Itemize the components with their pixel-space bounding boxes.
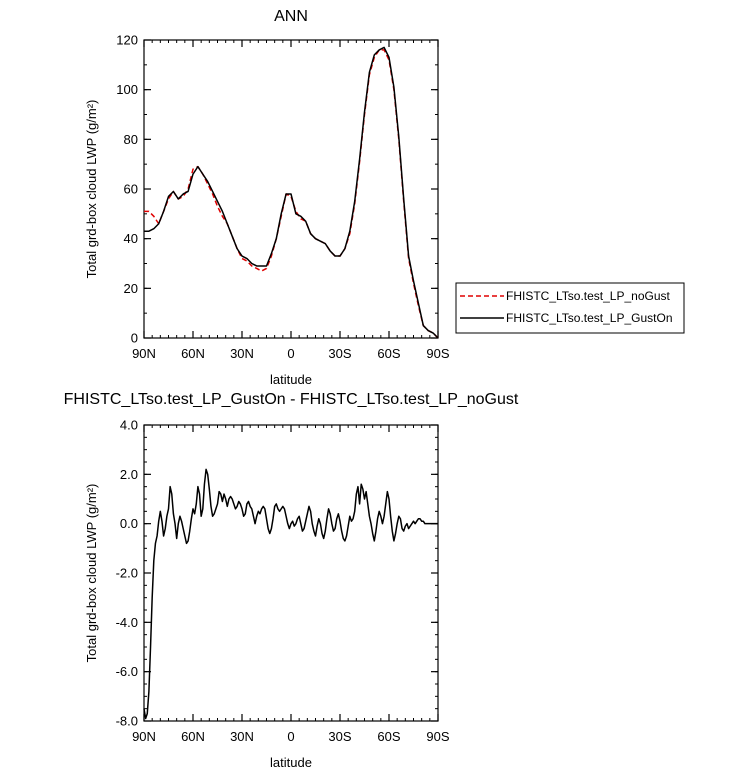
- legend-box: [455, 282, 685, 334]
- bottom-y-tick-label: -8.0: [116, 714, 138, 729]
- bottom-axis-ticks: -8.0 -6.0 -4.0 -2.0 0.0 2.0 4.0 90N 60N 30N 0 30S 60…: [116, 418, 450, 745]
- bottom-y-tick-label: 0.0: [120, 516, 138, 531]
- top-axis-ticks: 0 20 40 60 80 100 120 90N 60N 30N 0 30S 60S 90S: [116, 33, 450, 362]
- top-series-line-0: [144, 49, 439, 339]
- top-x-tick-label: 60N: [181, 346, 205, 361]
- top-y-tick-label: 0: [131, 331, 138, 346]
- bottom-x-tick-label: 30S: [328, 729, 351, 744]
- bottom-y-tick-label: -2.0: [116, 566, 138, 581]
- top-x-tick-label: 90N: [132, 346, 156, 361]
- top-y-axis-label: Total grd-box cloud LWP (g/m²): [84, 100, 99, 279]
- bottom-chart-title: FHISTC_LTso.test_LP_GustOn - FHISTC_LTso…: [64, 391, 519, 408]
- top-x-tick-label: 30S: [328, 346, 351, 361]
- top-series-line-1: [144, 46, 439, 339]
- legend-label-guston: FHISTC_LTso.test_LP_GustOn: [506, 311, 673, 325]
- bottom-x-tick-label: 30N: [230, 729, 254, 744]
- bottom-x-tick-label: 90N: [132, 729, 156, 744]
- top-y-tick-label: 60: [124, 182, 138, 197]
- bottom-panel: FHISTC_LTso.test_LP_GustOn - FHISTC_LTso…: [64, 391, 519, 770]
- top-y-tick-label: 100: [116, 82, 138, 97]
- top-y-tick-label: 80: [124, 132, 138, 147]
- bottom-y-tick-label: 4.0: [120, 418, 138, 433]
- legend: FHISTC_LTso.test_LP_noGust FHISTC_LTso.t…: [455, 282, 685, 334]
- bottom-plot-frame: [143, 424, 439, 722]
- top-x-tick-label: 30N: [230, 346, 254, 361]
- top-y-tick-label: 20: [124, 281, 138, 296]
- bottom-y-tick-label: 2.0: [120, 467, 138, 482]
- top-chart-title: ANN: [274, 8, 308, 25]
- top-x-tick-label: 60S: [377, 346, 400, 361]
- bottom-x-axis-label: latitude: [270, 755, 312, 770]
- top-x-tick-label: 0: [287, 346, 294, 361]
- bottom-x-tick-label: 60N: [181, 729, 205, 744]
- bottom-x-tick-label: 0: [287, 729, 294, 744]
- top-y-tick-label: 120: [116, 33, 138, 48]
- bottom-y-axis-label: Total grd-box cloud LWP (g/m²): [84, 484, 99, 663]
- top-y-tick-label: 40: [124, 231, 138, 246]
- top-x-tick-label: 90S: [426, 346, 449, 361]
- bottom-series-line-0: [143, 468, 438, 720]
- top-x-axis-label: latitude: [270, 372, 312, 387]
- bottom-y-tick-label: -6.0: [116, 664, 138, 679]
- legend-label-nogust: FHISTC_LTso.test_LP_noGust: [506, 289, 671, 303]
- bottom-x-tick-label: 60S: [377, 729, 400, 744]
- bottom-series-group: [143, 468, 438, 720]
- top-series-group: [144, 46, 439, 339]
- bottom-x-tick-label: 90S: [426, 729, 449, 744]
- top-panel: ANN 0 20 40 60 80 100 120 90N 60N 30N 0 30S 60S 90S l…: [84, 8, 685, 387]
- bottom-y-tick-label: -4.0: [116, 615, 138, 630]
